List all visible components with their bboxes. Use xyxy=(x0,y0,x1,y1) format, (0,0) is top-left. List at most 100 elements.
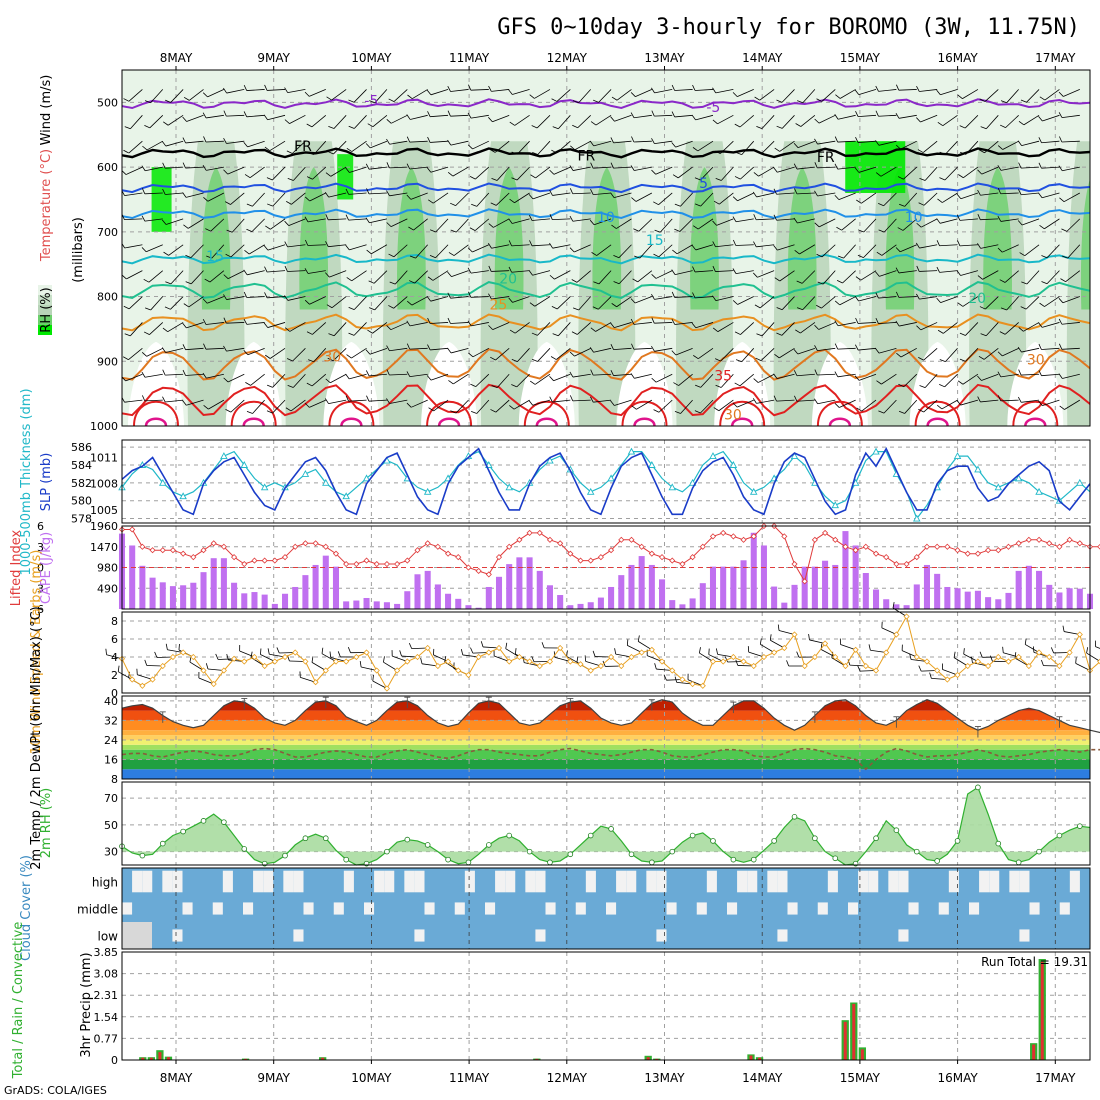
wind-barb xyxy=(883,399,897,414)
cloud-gap xyxy=(454,902,465,915)
thickness-point xyxy=(607,474,615,482)
wind-barb xyxy=(383,661,398,671)
thickness-point xyxy=(546,456,554,464)
y-tick-label: 1000 xyxy=(90,420,118,433)
wind-barb-feather xyxy=(306,331,313,335)
wind-barb xyxy=(389,192,408,197)
wind-barb xyxy=(451,270,469,277)
precip-convective-bar xyxy=(860,1049,864,1060)
wind-speed-point xyxy=(872,667,880,674)
wind-barb-feather xyxy=(182,369,186,376)
wind-barb-feather xyxy=(246,228,253,233)
cloud-gap xyxy=(132,870,143,893)
wind-barb-feather xyxy=(141,371,146,378)
wind-barb-feather xyxy=(426,296,431,302)
wind-barb-feather xyxy=(1014,652,1017,659)
cape-bar xyxy=(465,605,472,609)
wind-barb xyxy=(687,679,703,687)
wind-barb xyxy=(720,140,734,154)
cloud-gap xyxy=(172,929,183,942)
rh-point xyxy=(302,835,309,842)
lifted-index-point xyxy=(893,560,900,568)
cape-tick-label: 1470 xyxy=(90,541,118,554)
wind-barb xyxy=(188,218,204,229)
wind-barb-feather xyxy=(265,354,271,359)
rh-point xyxy=(384,848,390,855)
wind-barb-feather xyxy=(958,174,964,179)
wind-barb-feather xyxy=(1038,192,1043,199)
wind-barb xyxy=(124,192,143,196)
cloud-gap xyxy=(222,870,233,893)
wind-barb xyxy=(596,244,612,256)
wind-barb-feather xyxy=(1059,197,1065,202)
cloud-gap xyxy=(384,870,395,893)
wind-barb-feather xyxy=(570,145,576,151)
wind-barb xyxy=(330,373,347,384)
wind-barb-feather xyxy=(407,300,413,306)
wind-barb xyxy=(534,89,551,99)
run-total-label: Run Total = 19.31 xyxy=(981,955,1088,969)
rh-point xyxy=(506,832,513,839)
wind-barb-feather xyxy=(162,188,166,195)
cloud-gap xyxy=(253,870,264,893)
lifted-index-point xyxy=(312,540,319,547)
wind-barb xyxy=(122,374,123,375)
wind-speed-point xyxy=(1035,649,1043,656)
wind-barb-feather xyxy=(1019,252,1025,257)
wind-barb xyxy=(205,322,224,325)
wind-barb-feather xyxy=(916,265,920,272)
wind-barb-feather xyxy=(264,146,270,152)
wind-barb-feather xyxy=(366,249,372,255)
wind-barb xyxy=(900,244,917,253)
cloud-row-label: low xyxy=(98,930,119,944)
wind-barb-feather xyxy=(142,395,146,402)
wind-barb xyxy=(980,399,999,403)
wind-barb xyxy=(144,399,163,402)
wind-barb xyxy=(940,89,958,96)
wind-barb xyxy=(495,399,510,413)
wind-barb-feather xyxy=(183,303,190,308)
cloud-gap xyxy=(283,870,294,893)
wind-barb-feather xyxy=(1000,307,1007,311)
wind-barb-feather xyxy=(551,149,557,154)
thickness-point xyxy=(872,447,880,455)
wind-barb-feather xyxy=(694,410,701,414)
wind-barb-feather xyxy=(163,251,169,256)
rh-point xyxy=(200,818,207,824)
wind-barb-feather xyxy=(611,96,618,101)
wind-barb-feather xyxy=(632,278,638,283)
li-tick-label: 3 xyxy=(37,582,44,595)
wind-barb xyxy=(598,270,612,285)
wind-speed-point xyxy=(465,671,472,679)
wind-barb xyxy=(695,114,714,121)
wind-barb xyxy=(757,270,775,278)
wind-barb xyxy=(878,347,897,354)
rh-point xyxy=(791,814,798,820)
wind-barb xyxy=(980,218,999,221)
wind-barb xyxy=(697,218,714,230)
isotherm-line xyxy=(122,253,1090,265)
wind-barb-feather xyxy=(468,352,474,358)
wind-barb-feather xyxy=(854,375,860,381)
isotherm-line xyxy=(122,98,1090,110)
wind-barb-feather xyxy=(447,317,451,324)
wind-barb-feather xyxy=(957,302,964,307)
wind-barb xyxy=(122,192,123,194)
wind-barb-feather xyxy=(878,410,885,414)
wind-barb xyxy=(289,114,306,124)
wind-barb-feather xyxy=(204,278,211,283)
wind-barb xyxy=(269,140,286,152)
wind-barb-feather xyxy=(671,269,676,275)
wind-barb-feather xyxy=(878,229,885,233)
wind-barb-feather xyxy=(467,267,472,274)
rh-core xyxy=(690,167,719,310)
wind-barb xyxy=(837,114,856,120)
wind-barb xyxy=(372,680,388,689)
wind-barb-feather xyxy=(630,92,636,97)
wind-barb xyxy=(759,296,775,309)
wind-barb-feather xyxy=(348,307,355,311)
wind-speed-point xyxy=(679,676,686,683)
wind-barb xyxy=(879,270,897,277)
wind-barb xyxy=(226,296,245,300)
